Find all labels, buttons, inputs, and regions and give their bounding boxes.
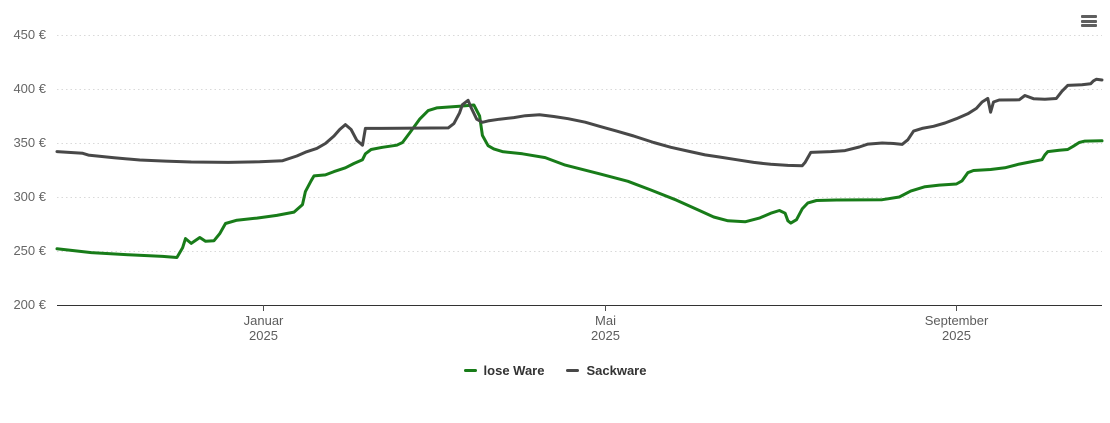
y-axis-label: 450 € xyxy=(13,27,46,42)
x-axis-label-mai: Mai 2025 xyxy=(591,313,620,343)
x-axis-month: September xyxy=(924,313,989,328)
y-axis-label: 350 € xyxy=(13,135,46,150)
y-axis-label: 300 € xyxy=(13,189,46,204)
x-axis-year: 2025 xyxy=(249,328,278,343)
x-axis-label-januar: Januar 2025 xyxy=(244,313,284,343)
series-line-sackware xyxy=(55,77,1104,168)
legend-swatch-sackware xyxy=(566,369,580,372)
legend-item-sackware[interactable]: Sackware xyxy=(566,363,646,378)
series-line-lose-ware xyxy=(55,103,1104,259)
hamburger-menu-icon xyxy=(1081,15,1099,27)
x-axis-month: Januar xyxy=(243,313,284,328)
chart-context-menu-button[interactable] xyxy=(1081,12,1099,28)
x-axis-label-september: September 2025 xyxy=(925,313,989,343)
legend-swatch-lose-ware xyxy=(463,369,477,372)
y-axis-label: 200 € xyxy=(13,297,46,312)
legend-label: Sackware xyxy=(586,363,647,378)
x-axis-year: 2025 xyxy=(942,328,971,343)
legend-item-lose-ware[interactable]: lose Ware xyxy=(463,363,545,378)
y-axis-label: 400 € xyxy=(13,81,46,96)
legend: lose Ware Sackware xyxy=(0,363,1110,378)
x-axis-year: 2025 xyxy=(591,328,620,343)
x-axis-month: Mai xyxy=(595,313,616,328)
legend-label: lose Ware xyxy=(483,363,545,378)
y-axis-label: 250 € xyxy=(13,243,46,258)
